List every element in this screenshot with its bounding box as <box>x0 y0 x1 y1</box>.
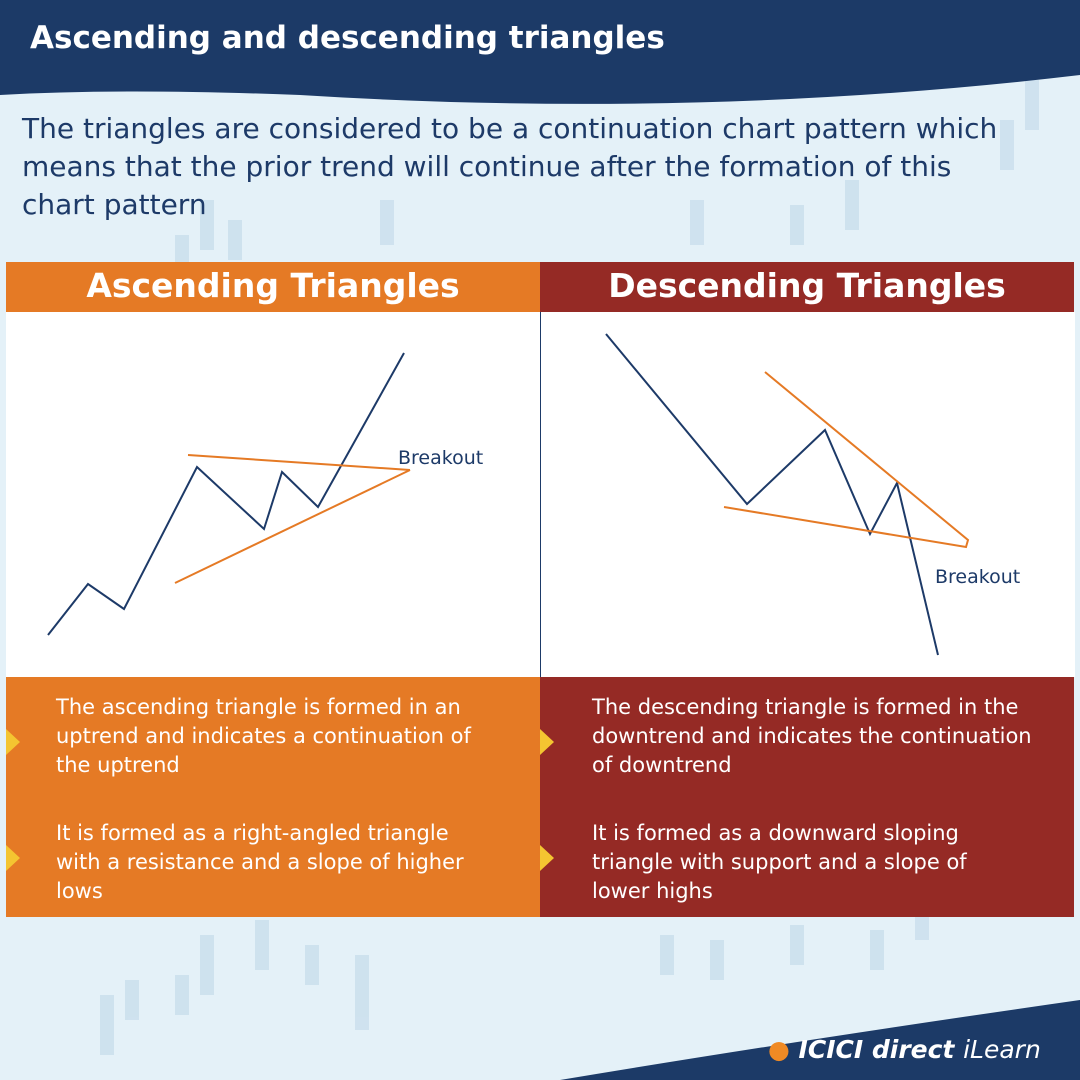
resistance-line <box>187 454 411 471</box>
bullet-marker <box>540 729 554 755</box>
bullet-marker <box>540 845 554 871</box>
divider <box>540 312 541 677</box>
title: Ascending and descending triangles <box>30 20 665 56</box>
bullet-text: It is formed as a downward sloping trian… <box>592 821 967 903</box>
bullet-box: The ascending triangle is formed in an u… <box>6 677 540 917</box>
bullet-marker <box>6 729 20 755</box>
panel-title: Ascending Triangles <box>6 262 540 312</box>
support-line <box>174 469 411 584</box>
breakout-label: Breakout <box>935 566 1020 588</box>
triangle-lines <box>723 371 970 549</box>
bullet-text: It is formed as a right-angled triangle … <box>56 821 464 903</box>
header-band <box>0 0 1080 104</box>
logo-mark: ● <box>768 1035 790 1064</box>
bullet-text: The descending triangle is formed in the… <box>592 695 1032 777</box>
diagram-area <box>6 312 540 677</box>
brand: ICICI direct <box>798 1035 955 1064</box>
bullet-marker <box>6 845 20 871</box>
footer-band <box>560 1000 1080 1080</box>
price-line <box>605 333 939 656</box>
candles-decoration <box>100 80 1039 1055</box>
product: iLearn <box>963 1035 1041 1064</box>
breakout-label: Breakout <box>398 447 483 469</box>
logo: ● ICICI direct iLearn <box>768 1035 1041 1064</box>
bullet-text: The ascending triangle is formed in an u… <box>56 695 471 777</box>
price-line <box>47 352 405 636</box>
diagram-area <box>541 312 1075 677</box>
intro: The triangles are considered to be a con… <box>22 112 998 221</box>
bullet-box: The descending triangle is formed in the… <box>540 677 1074 917</box>
panel-title: Descending Triangles <box>540 262 1074 312</box>
